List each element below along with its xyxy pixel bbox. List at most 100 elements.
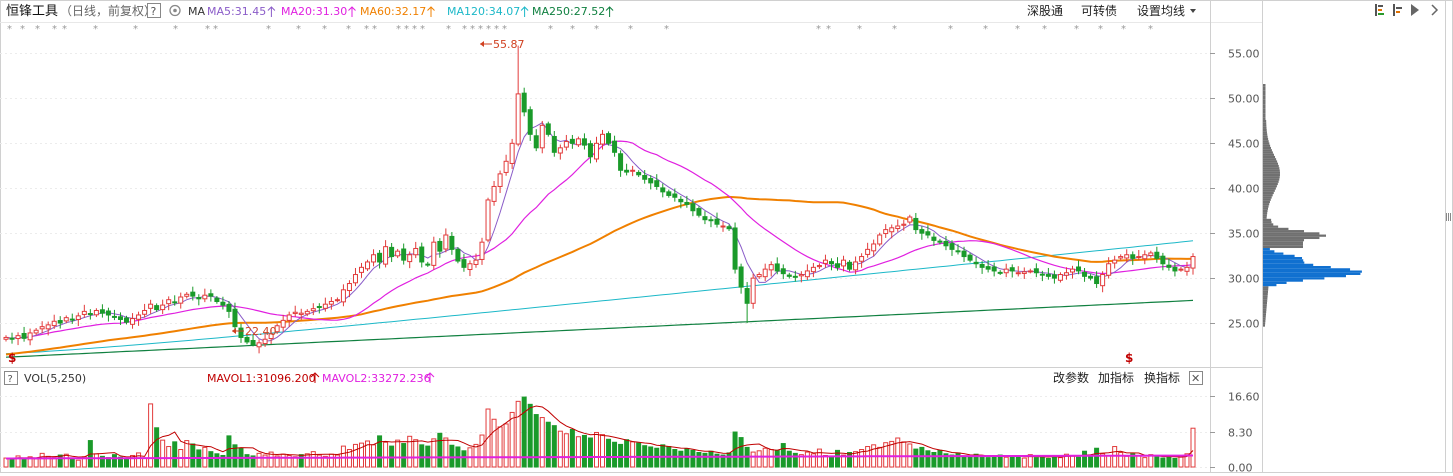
candle-up xyxy=(274,325,280,333)
volume-bar-up xyxy=(15,455,21,468)
profile-bar xyxy=(1263,169,1280,172)
profile-bar xyxy=(1263,304,1267,307)
volume-bar-up xyxy=(539,417,545,468)
candle-up xyxy=(600,133,606,145)
arrow-up-icon xyxy=(605,6,614,17)
candle-up xyxy=(148,303,154,309)
candle-down xyxy=(401,248,407,261)
ma-value-4: MA250:27.52 xyxy=(532,5,605,18)
candle-down xyxy=(117,316,123,320)
volume-bar-down xyxy=(961,455,967,468)
candle-up xyxy=(1136,256,1142,259)
profile-bar xyxy=(1263,205,1269,208)
volume-bar-down xyxy=(1051,454,1057,468)
volume-bar-up xyxy=(93,453,99,468)
volume-bar-up xyxy=(1118,452,1124,468)
chevron-down-icon[interactable] xyxy=(1190,9,1196,13)
volume-bar-up xyxy=(883,442,889,468)
event-marker-icon: * xyxy=(173,24,178,35)
candle-down xyxy=(660,187,666,193)
candle-up xyxy=(467,263,473,271)
candle-down xyxy=(455,248,461,262)
profile-bar xyxy=(1263,274,1346,278)
volume-bar-up xyxy=(286,454,292,468)
candle-up xyxy=(804,270,810,278)
candle-up xyxy=(720,225,726,228)
price-tick-label: 45.00 xyxy=(1228,138,1260,151)
event-marker-icon: * xyxy=(502,24,507,35)
volume-bar-down xyxy=(949,454,955,468)
event-marker-icon: * xyxy=(948,24,953,35)
candle-down xyxy=(545,123,551,135)
profile-bar xyxy=(1263,198,1271,201)
button-convertible-bond[interactable]: 可转债 xyxy=(1081,3,1117,18)
candle-up xyxy=(142,309,148,315)
volume-bar-down xyxy=(1033,457,1039,468)
candle-up xyxy=(509,142,515,164)
profile-bar xyxy=(1263,113,1266,116)
volume-bar-down xyxy=(226,435,232,468)
profile-bar xyxy=(1263,292,1268,296)
volume-bar-down xyxy=(232,444,238,468)
candle-down xyxy=(1160,255,1166,265)
signal-marker-left[interactable]: $ xyxy=(8,351,16,365)
event-marker-icon: * xyxy=(346,24,351,35)
profile-bar xyxy=(1263,234,1326,237)
ma-label: MA xyxy=(188,5,205,18)
event-marker-icon: * xyxy=(213,24,218,35)
signal-marker-right[interactable]: $ xyxy=(1125,351,1133,365)
volume-bar-up xyxy=(1106,454,1112,468)
candle-up xyxy=(334,299,340,302)
price-tick-label: 30.00 xyxy=(1228,273,1260,286)
profile-bar xyxy=(1263,306,1267,309)
button-hk-connect[interactable]: 深股通 xyxy=(1027,4,1063,18)
help-icon: ? xyxy=(151,5,157,18)
event-marker-icon: * xyxy=(412,24,417,35)
volume-bar-up xyxy=(27,456,33,468)
candle-down xyxy=(642,174,648,180)
event-marker-icon: * xyxy=(420,24,425,35)
candle-up xyxy=(286,314,292,321)
button-set-ma[interactable]: 设置均线 xyxy=(1137,4,1185,18)
candle-down xyxy=(732,227,738,270)
volume-bar-down xyxy=(612,441,618,468)
button-switch-indicator[interactable]: 换指标 xyxy=(1144,370,1180,385)
volume-bar-up xyxy=(142,457,148,468)
candle-up xyxy=(810,266,816,273)
volume-bar-up xyxy=(895,437,901,468)
vol-panel-toggle[interactable]: ? xyxy=(4,371,18,386)
volume-bar-up xyxy=(497,426,503,468)
profile-bar xyxy=(1263,155,1276,159)
candle-down xyxy=(931,236,937,241)
volume-bar-up xyxy=(33,458,39,468)
button-add-indicator[interactable]: 加指标 xyxy=(1098,370,1134,385)
profile-bar xyxy=(1263,104,1266,107)
play-icon[interactable] xyxy=(1411,4,1419,16)
candle-up xyxy=(63,317,69,322)
price-axis-ticks: 55.00 50.00 45.00 40.00 35.00 30.00 25.00 xyxy=(1210,48,1260,331)
low-annotation: 22.40 xyxy=(232,325,277,338)
gear-icon[interactable] xyxy=(169,4,181,17)
volume-bar-up xyxy=(431,438,437,468)
button-edit-params[interactable]: 改参数 xyxy=(1053,370,1089,385)
profile-bar xyxy=(1263,203,1270,206)
close-button[interactable]: ✕ xyxy=(1189,371,1203,386)
volume-bar-up xyxy=(509,411,515,468)
candle-up xyxy=(346,283,352,292)
candle-up xyxy=(407,254,413,263)
candle-down xyxy=(1045,274,1051,277)
candle-down xyxy=(1154,251,1160,259)
volume-bar-down xyxy=(847,452,853,468)
candle-down xyxy=(925,231,931,236)
volume-bar-down xyxy=(973,453,979,468)
volume-bar-down xyxy=(1015,456,1021,468)
profile-bar xyxy=(1263,162,1278,165)
candle-down xyxy=(21,332,27,339)
scrollbar-grip[interactable] xyxy=(1446,213,1451,221)
chip-distribution-icon[interactable] xyxy=(1375,4,1384,16)
profile-bar xyxy=(1263,88,1266,91)
profile-bar xyxy=(1263,128,1267,132)
help-button[interactable]: ? xyxy=(147,3,161,19)
chevron-right-icon[interactable] xyxy=(1431,4,1439,16)
chip-volume-icon[interactable] xyxy=(1393,4,1402,16)
